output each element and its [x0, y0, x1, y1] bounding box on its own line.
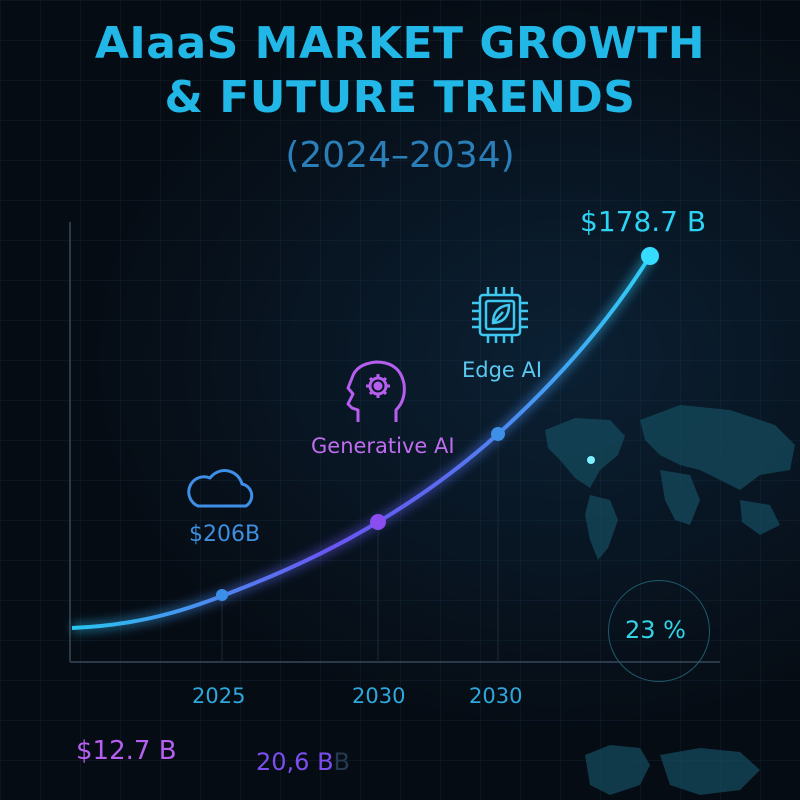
head-gear-icon: [346, 360, 406, 422]
point-end: [641, 247, 659, 265]
start-value-label: $12.7 B: [76, 736, 177, 766]
title-line-2: & FUTURE TRENDS: [164, 72, 636, 123]
generative-ai-label: Generative AI: [311, 434, 455, 458]
edge-ai-label: Edge AI: [462, 358, 543, 382]
ghost-letter: B: [333, 748, 350, 776]
title-line-1: AIaaS MARKET GROWTH: [94, 18, 706, 69]
map-highlight-dot: [587, 456, 595, 464]
mid-value-label: 20,6 BB: [256, 748, 350, 776]
point-generative-ai: [370, 514, 386, 530]
mid-value-text: 20,6 B: [256, 748, 334, 776]
x-tick-label: 2030: [352, 684, 406, 708]
end-value-label: $178.7 B: [580, 205, 707, 238]
cagr-circle: [608, 580, 710, 682]
subtitle: (2024–2034): [285, 135, 515, 176]
world-map-graphic: [545, 405, 795, 795]
point-edge-ai: [491, 427, 505, 441]
cloud-icon: [187, 469, 254, 508]
cagr-label: 23 %: [625, 616, 686, 644]
x-tick-label: 2025: [192, 684, 246, 708]
cloud-value-label: $206B: [189, 522, 261, 547]
chip-leaf-icon: [472, 287, 528, 343]
x-tick-label: 2030: [469, 684, 523, 708]
point-2025: [216, 589, 228, 601]
